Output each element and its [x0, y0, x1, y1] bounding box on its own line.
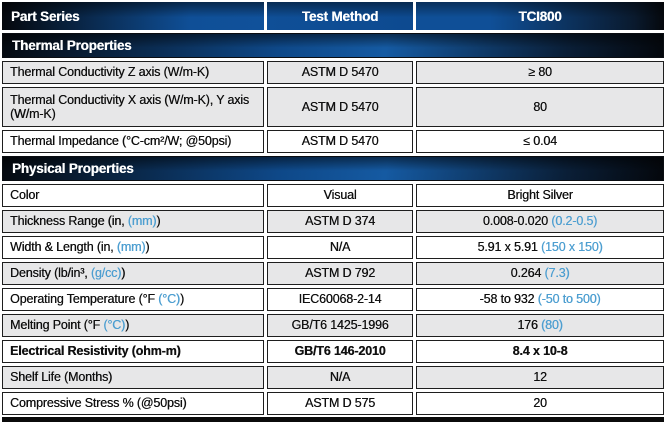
- table-row: Thermal Conductivity X axis (W/m-K), Y a…: [2, 87, 664, 127]
- row-value: 12: [416, 366, 664, 389]
- table-row: Shelf Life (Months) N/A 12: [2, 366, 664, 389]
- row-test-method: N/A: [267, 236, 413, 259]
- row-label: Thermal Impedance (°C-cm²/W; @50psi): [2, 130, 264, 153]
- row-label: Compressive Stress % (@50psi): [2, 392, 264, 415]
- table-row: Thermal Impedance (°C-cm²/W; @50psi) AST…: [2, 130, 664, 153]
- row-test-method: IEC60068-2-14: [267, 288, 413, 311]
- row-test-method: ASTM D 5470: [267, 130, 413, 153]
- header-product-tci800: TCI800: [416, 2, 664, 30]
- row-label: Shelf Life (Months): [2, 366, 264, 389]
- section-band-thermal-properties: Thermal Properties: [2, 33, 664, 58]
- row-test-method: ASTM D 5470: [267, 87, 413, 127]
- table-row: Electrical Resistivity (ohm-m) GB/T6 146…: [2, 340, 664, 363]
- table-row: Density (lb/in³, (g/cc)) ASTM D 792 0.26…: [2, 262, 664, 285]
- row-value: Bright Silver: [416, 184, 664, 207]
- table-row: Operating Temperature (°F (°C)) IEC60068…: [2, 288, 664, 311]
- bottom-rule: [2, 417, 664, 422]
- row-test-method: ASTM D 5470: [267, 61, 413, 84]
- row-value: 80: [416, 87, 664, 127]
- table-row: Thermal Conductivity Z axis (W/m-K) ASTM…: [2, 61, 664, 84]
- row-test-method: GB/T6 1425-1996: [267, 314, 413, 337]
- row-label: Electrical Resistivity (ohm-m): [2, 340, 264, 363]
- section-band-physical-properties: Physical Properties: [2, 156, 664, 181]
- header-test-method: Test Method: [267, 2, 413, 30]
- row-test-method: ASTM D 374: [267, 210, 413, 233]
- row-value: 0.008-0.020 (0.2-0.5): [416, 210, 664, 233]
- row-label: Operating Temperature (°F (°C)): [2, 288, 264, 311]
- row-label: Thermal Conductivity Z axis (W/m-K): [2, 61, 264, 84]
- row-value: 0.264 (7.3): [416, 262, 664, 285]
- row-label: Width & Length (in, (mm)): [2, 236, 264, 259]
- row-test-method: N/A: [267, 366, 413, 389]
- row-value: 20: [416, 392, 664, 415]
- row-test-method: ASTM D 792: [267, 262, 413, 285]
- row-label: Color: [2, 184, 264, 207]
- row-value: 176 (80): [416, 314, 664, 337]
- row-test-method: GB/T6 146-2010: [267, 340, 413, 363]
- row-label: Density (lb/in³, (g/cc)): [2, 262, 264, 285]
- row-value: 5.91 x 5.91 (150 x 150): [416, 236, 664, 259]
- header-part-series: Part Series: [2, 2, 264, 30]
- table-row: Compressive Stress % (@50psi) ASTM D 575…: [2, 392, 664, 415]
- row-label: Melting Point (°F (°C)): [2, 314, 264, 337]
- row-value: ≤ 0.04: [416, 130, 664, 153]
- table-row: Width & Length (in, (mm)) N/A 5.91 x 5.9…: [2, 236, 664, 259]
- row-label: Thermal Conductivity X axis (W/m-K), Y a…: [2, 87, 264, 127]
- row-test-method: ASTM D 575: [267, 392, 413, 415]
- table-row: Color Visual Bright Silver: [2, 184, 664, 207]
- row-value: ≥ 80: [416, 61, 664, 84]
- table-row: Melting Point (°F (°C)) GB/T6 1425-1996 …: [2, 314, 664, 337]
- row-value: 8.4 x 10-8: [416, 340, 664, 363]
- row-label: Thickness Range (in, (mm)): [2, 210, 264, 233]
- row-test-method: Visual: [267, 184, 413, 207]
- table-row: Thickness Range (in, (mm)) ASTM D 374 0.…: [2, 210, 664, 233]
- table-header-row: Part Series Test Method TCI800: [2, 2, 664, 30]
- row-value: -58 to 932 (-50 to 500): [416, 288, 664, 311]
